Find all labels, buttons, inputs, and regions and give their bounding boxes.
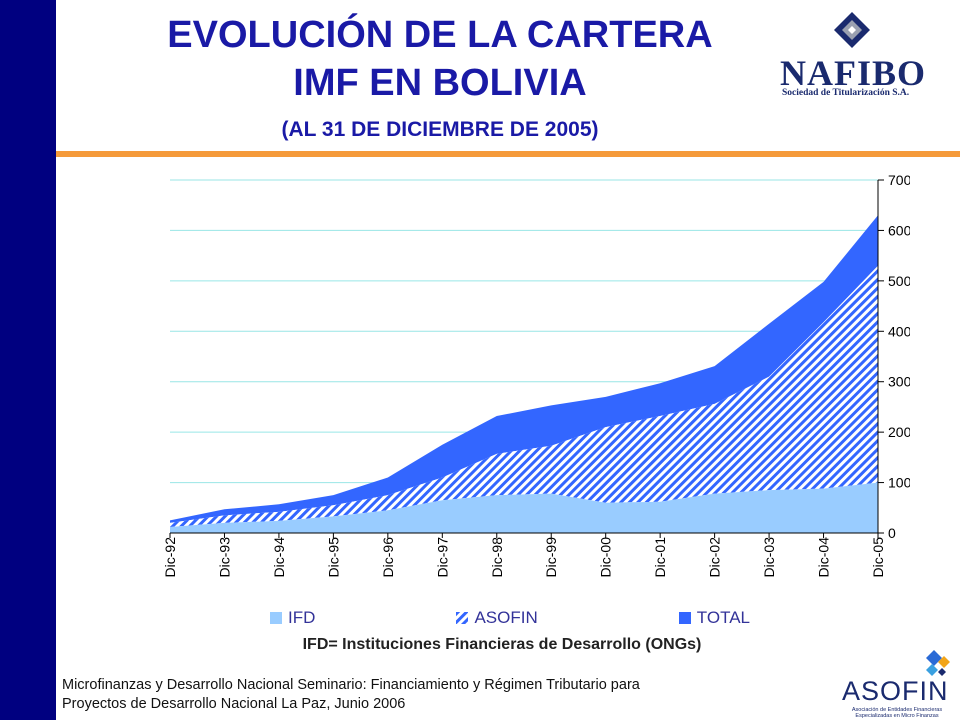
y-tick-label: 0	[888, 525, 896, 541]
asofin-wordmark: ASOFIN	[842, 676, 949, 706]
area-series-asofin	[170, 265, 878, 527]
footer-citation: Microfinanzas y Desarrollo Nacional Semi…	[62, 676, 822, 714]
footer-line-1: Microfinanzas y Desarrollo Nacional Semi…	[62, 677, 640, 693]
legend-item-ifd: IFD	[270, 608, 315, 628]
page-title-line2: IMF EN BOLIVIA	[293, 62, 587, 104]
y-tick-label: 700	[888, 172, 910, 188]
legend-label-ifd: IFD	[288, 608, 316, 627]
x-tick-label: Dic-05	[870, 537, 886, 578]
x-tick-label: Dic-01	[652, 537, 668, 578]
title-divider	[56, 151, 960, 157]
x-tick-label: Dic-03	[761, 537, 777, 578]
legend-item-total: TOTAL	[678, 608, 750, 628]
x-tick-label: Dic-93	[216, 537, 232, 578]
x-tick-label: Dic-92	[162, 537, 178, 578]
asofin-logo: ASOFIN Asociación de Entidades Financier…	[838, 646, 954, 719]
legend-swatch-ifd	[270, 612, 282, 624]
y-tick-label: 200	[888, 424, 910, 440]
x-tick-label: Dic-04	[816, 537, 832, 578]
legend-swatch-total	[678, 612, 691, 624]
x-tick-label: Dic-96	[380, 537, 396, 578]
legend-label-total: TOTAL	[696, 608, 750, 627]
y-tick-label: 400	[888, 323, 910, 339]
nafibo-logo: NAFIBO Sociedad de Titularización S.A.	[770, 8, 945, 103]
footer-line-2: Proyectos de Desarrollo Nacional La Paz,…	[62, 696, 406, 712]
nafibo-wordmark: NAFIBO	[780, 53, 927, 93]
legend-item-asofin: ASOFIN	[456, 608, 538, 628]
legend-label-asofin: ASOFIN	[474, 608, 538, 627]
x-tick-label: Dic-00	[598, 537, 614, 578]
nafibo-tagline: Sociedad de Titularización S.A.	[782, 88, 910, 98]
asofin-tagline: Asociación de Entidades Financieras Espe…	[851, 707, 943, 719]
area-series-total	[170, 215, 878, 523]
page-title-line1: EVOLUCIÓN DE LA CARTERA	[167, 14, 713, 56]
x-tick-label: Dic-94	[271, 537, 287, 578]
legend-swatch-asofin	[456, 612, 469, 624]
area-series-ifd	[170, 482, 878, 533]
y-tick-label: 300	[888, 374, 910, 390]
x-tick-label: Dic-99	[543, 537, 559, 578]
x-tick-label: Dic-98	[489, 537, 505, 578]
asofin-mosaic-icon	[926, 650, 950, 676]
portfolio-area-chart: 0 100 200 300 400 500 600 700 Dic-92 Dic-93 Dic-94…	[162, 172, 910, 578]
nafibo-diamond-icon	[834, 12, 870, 48]
x-tick-label: Dic-95	[325, 537, 341, 578]
chart-legend: IFD ASOFIN TOTAL	[270, 606, 750, 630]
y-tick-label: 100	[888, 475, 910, 491]
x-tick-label: Dic-02	[707, 537, 723, 578]
x-tick-label: Dic-97	[434, 537, 450, 578]
ifd-definition-note: IFD= Instituciones Financieras de Desarr…	[302, 636, 702, 653]
y-tick-label: 500	[888, 273, 910, 289]
left-accent-bar	[0, 0, 56, 720]
y-tick-label: 600	[888, 222, 910, 238]
page-subtitle: (AL 31 DE DICIEMBRE DE 2005)	[281, 118, 599, 141]
